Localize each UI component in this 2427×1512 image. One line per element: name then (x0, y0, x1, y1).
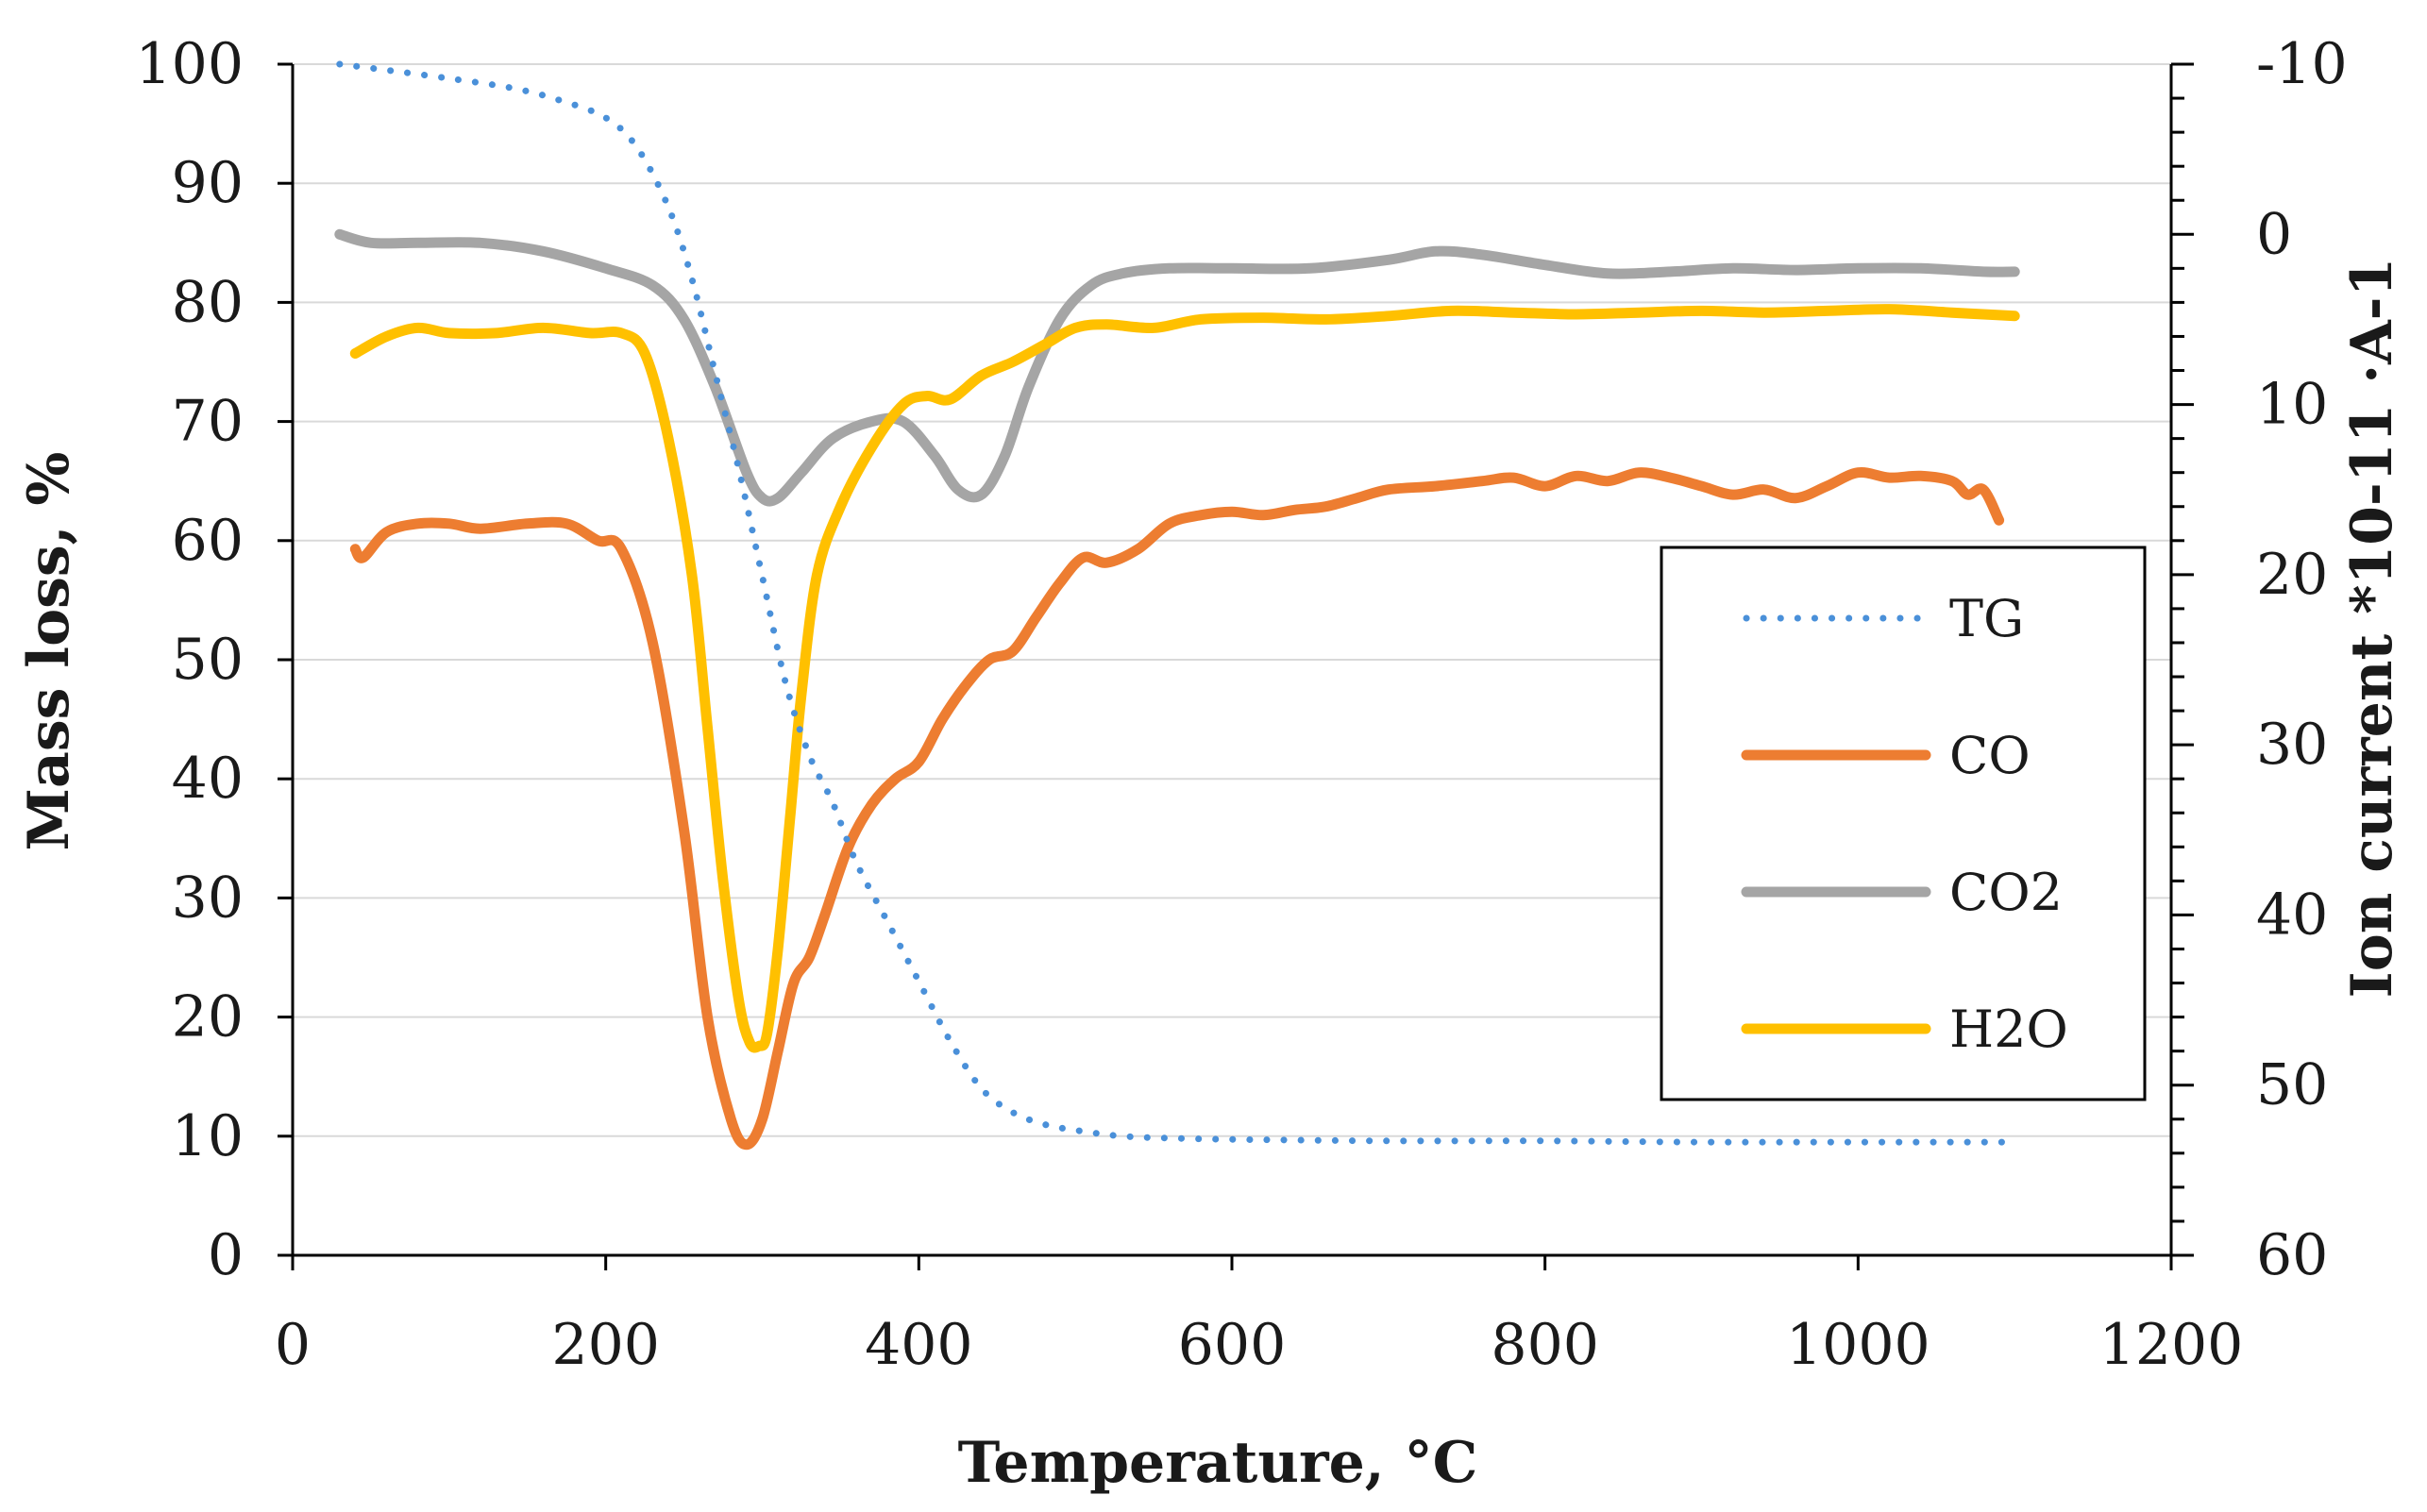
y-tick-label: 80 (172, 269, 244, 335)
x-tick-label: 200 (551, 1312, 660, 1378)
x-tick-label: 800 (1491, 1312, 1599, 1378)
y2-tick-label: -10 (2256, 31, 2348, 97)
y-axis-title: Mass loss, % (16, 452, 82, 851)
y2-tick-label: 40 (2256, 882, 2328, 948)
y2-tick-label: 30 (2256, 712, 2328, 778)
y2-tick-label: 60 (2256, 1222, 2328, 1288)
series-line-co (349, 466, 2005, 1151)
series-line-h2o (349, 304, 2020, 1053)
y-tick-label: 40 (172, 746, 244, 812)
y-tick-label: 0 (208, 1222, 244, 1288)
y-tick-label: 20 (172, 984, 244, 1050)
y2-tick-label: 20 (2256, 542, 2328, 608)
y-tick-label: 100 (135, 31, 244, 97)
legend-label-tg: TG (1949, 589, 2024, 648)
legend-box (1660, 546, 2147, 1101)
axes (278, 62, 2194, 1270)
y2-tick-label: 0 (2256, 201, 2292, 267)
y-tick-label: 70 (172, 389, 244, 455)
legend-label-co2: CO2 (1949, 863, 2063, 922)
legend-label-h2o: H2O (1949, 1000, 2068, 1059)
y-tick-label: 50 (172, 627, 244, 693)
y2-axis-title: Ion current *10-11 ·A-1 (2339, 258, 2405, 999)
y-tick-label: 10 (172, 1103, 244, 1169)
y-tick-label: 90 (172, 150, 244, 216)
y-tick-label: 60 (172, 508, 244, 574)
x-tick-label: 1000 (1786, 1312, 1930, 1378)
series-line-co2 (334, 228, 2020, 507)
x-tick-label: 400 (865, 1312, 973, 1378)
legend-label-co: CO (1949, 726, 2031, 785)
y-tick-label: 30 (172, 865, 244, 931)
y2-tick-label: 10 (2256, 372, 2328, 438)
y2-tick-label: 50 (2256, 1052, 2328, 1118)
x-tick-label: 600 (1178, 1312, 1287, 1378)
x-axis-title: Temperature, °C (958, 1430, 1478, 1496)
legend: TG CO CO2 H2O (1660, 546, 2147, 1101)
x-tick-label: 1200 (2099, 1312, 2244, 1378)
series-lines (334, 60, 2020, 1151)
x-tick-label: 0 (275, 1312, 311, 1378)
